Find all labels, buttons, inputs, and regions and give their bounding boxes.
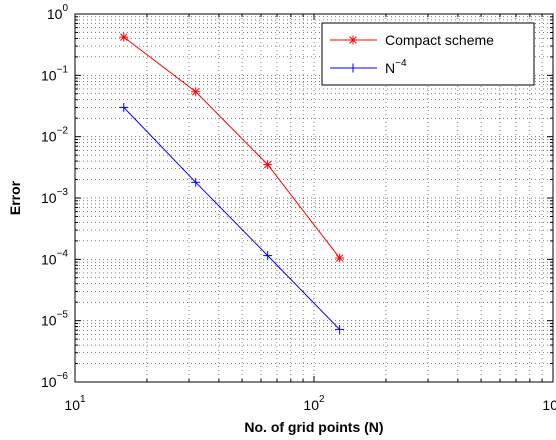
- legend-marker-symbol: [348, 35, 358, 45]
- legend-box: [321, 22, 535, 86]
- data-point-marker: [119, 102, 129, 112]
- x-tick-labels: 101 102 103: [64, 394, 556, 413]
- data-point-marker: [263, 251, 273, 261]
- legend-label-n-minus-4: N−4: [385, 58, 407, 76]
- data-point-marker: [335, 253, 345, 263]
- legend: Compact scheme N−4: [321, 22, 535, 86]
- series-line-1: [123, 36, 341, 259]
- legend-label-exponent: −4: [395, 58, 407, 69]
- data-point-marker: [119, 32, 129, 42]
- data-point-marker: [191, 87, 201, 97]
- legend-label-base: N: [385, 60, 395, 76]
- y-tick-label: 10−2: [41, 126, 68, 145]
- x-axis-title: No. of grid points (N): [244, 419, 383, 435]
- legend-marker-n-minus-4: [348, 63, 358, 73]
- series-group: [119, 32, 345, 334]
- data-point-marker: [191, 177, 201, 187]
- y-tick-label: 100: [47, 3, 69, 22]
- legend-label-compact-scheme: Compact scheme: [385, 32, 494, 48]
- data-point-marker: [263, 160, 273, 170]
- plot-frame: [74, 13, 554, 383]
- data-point-marker: [335, 324, 345, 334]
- y-tick-label: 10−3: [41, 187, 68, 206]
- grid-lines: [75, 14, 553, 382]
- y-tick-labels: 100 10−1 10−2 10−3 10−4 10−5 10−6: [41, 3, 68, 390]
- series-line-2: [123, 107, 340, 330]
- x-tick-label: 102: [303, 394, 325, 413]
- legend-marker-compact-scheme: [348, 35, 358, 45]
- x-tick-label: 101: [64, 394, 86, 413]
- y-axis-title: Error: [7, 180, 23, 215]
- x-tick-label: 103: [542, 394, 556, 413]
- y-tick-label: 10−4: [41, 248, 68, 267]
- y-tick-label: 10−6: [41, 371, 68, 390]
- y-tick-label: 10−1: [41, 64, 68, 83]
- legend-marker-symbol: [348, 63, 358, 73]
- y-tick-label: 10−5: [41, 310, 68, 329]
